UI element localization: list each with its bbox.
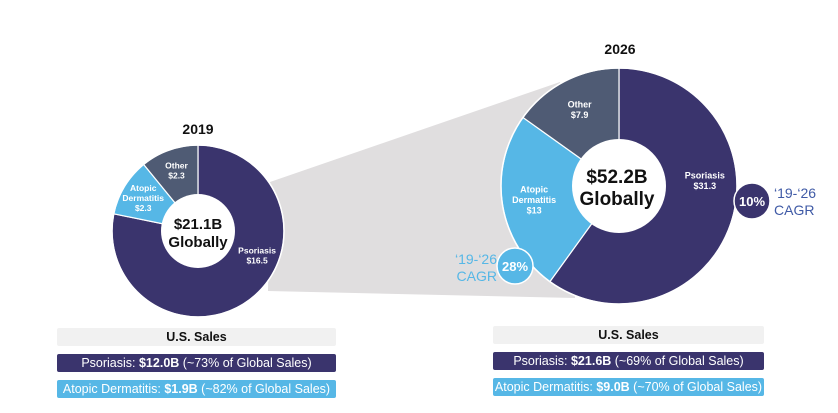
slice-label-2026-psoriasis: Psoriasis $31.3	[685, 170, 725, 191]
cagr-label-atopic: CAGR	[457, 268, 497, 284]
donut-hole-2019	[161, 194, 235, 268]
us-sales-header-2019-text: U.S. Sales	[166, 330, 227, 344]
slice-label-2026-other: Other $7.9	[568, 99, 593, 120]
chart-title-2019: 2019	[182, 121, 213, 137]
center-label-2026-globally: Globally	[580, 189, 655, 210]
us-psoriasis-2019-prefix: Psoriasis:	[81, 356, 139, 370]
slice-label-2019-other: Other $2.3	[165, 161, 188, 181]
cagr-value-psoriasis: 10%	[739, 194, 765, 209]
cagr-period-atopic: ‘19-‘26	[455, 251, 497, 267]
us-sales-psoriasis-2019: Psoriasis: $12.0B (~73% of Global Sales)	[57, 354, 336, 372]
us-sales-header-2026: U.S. Sales	[493, 326, 764, 344]
us-sales-psoriasis-2026: Psoriasis: $21.6B (~69% of Global Sales)	[493, 352, 764, 370]
cagr-badge-psoriasis	[733, 182, 771, 220]
us-psoriasis-2019-amount: $12.0B	[138, 356, 180, 370]
donut-outline-2019	[111, 144, 285, 318]
us-psoriasis-2026-amount: $21.6B	[570, 354, 612, 368]
us-psoriasis-2026-prefix: Psoriasis:	[513, 354, 571, 368]
us-sales-atopic-2019: Atopic Dermatitis: $1.9B (~82% of Global…	[57, 380, 336, 398]
cagr-value-atopic: 28%	[502, 259, 528, 274]
cagr-label-psoriasis: CAGR	[774, 202, 814, 218]
slice-label-2019-psoriasis: Psoriasis $16.5	[238, 246, 276, 266]
center-label-2019-globally: Globally	[168, 234, 228, 251]
cagr-badge-atopic	[496, 247, 534, 285]
us-atopic-2026-amount: $9.0B	[596, 380, 630, 394]
us-sales-header-2019: U.S. Sales	[57, 328, 336, 346]
us-atopic-2019-amount: $1.9B	[164, 382, 198, 396]
donut-outline-2026	[500, 67, 738, 305]
slice-label-2026-atopic-dermatitis: Atopic Dermatitis $13	[512, 185, 556, 216]
cagr-period-psoriasis: ‘19-‘26	[774, 185, 816, 201]
growth-funnel	[268, 82, 575, 298]
us-psoriasis-2026-suffix: (~69% of Global Sales)	[611, 354, 744, 368]
center-label-2019-amount: $21.1B	[174, 216, 223, 233]
us-atopic-2019-prefix: Atopic Dermatitis:	[62, 382, 165, 396]
donut-2026: Psoriasis $31.3 Atopic Dermatitis $13 Other $7…	[500, 67, 738, 305]
us-sales-atopic-2026: Atopic Dermatitis: $9.0B (~70% of Global…	[493, 378, 764, 396]
us-atopic-2026-suffix: (~70% of Global Sales)	[629, 380, 763, 394]
us-psoriasis-2019-suffix: (~73% of Global Sales)	[179, 356, 312, 370]
slice-label-2019-atopic-dermatitis: Atopic Dermatitis $2.3	[122, 183, 164, 213]
us-atopic-2026-prefix: Atopic Dermatitis:	[494, 380, 597, 394]
us-atopic-2019-suffix: (~82% of Global Sales)	[197, 382, 331, 396]
donut-hole-2026	[572, 139, 666, 233]
center-label-2026-amount: $52.2B	[586, 167, 647, 188]
chart-title-2026: 2026	[604, 41, 635, 57]
us-sales-header-2026-text: U.S. Sales	[598, 328, 659, 342]
